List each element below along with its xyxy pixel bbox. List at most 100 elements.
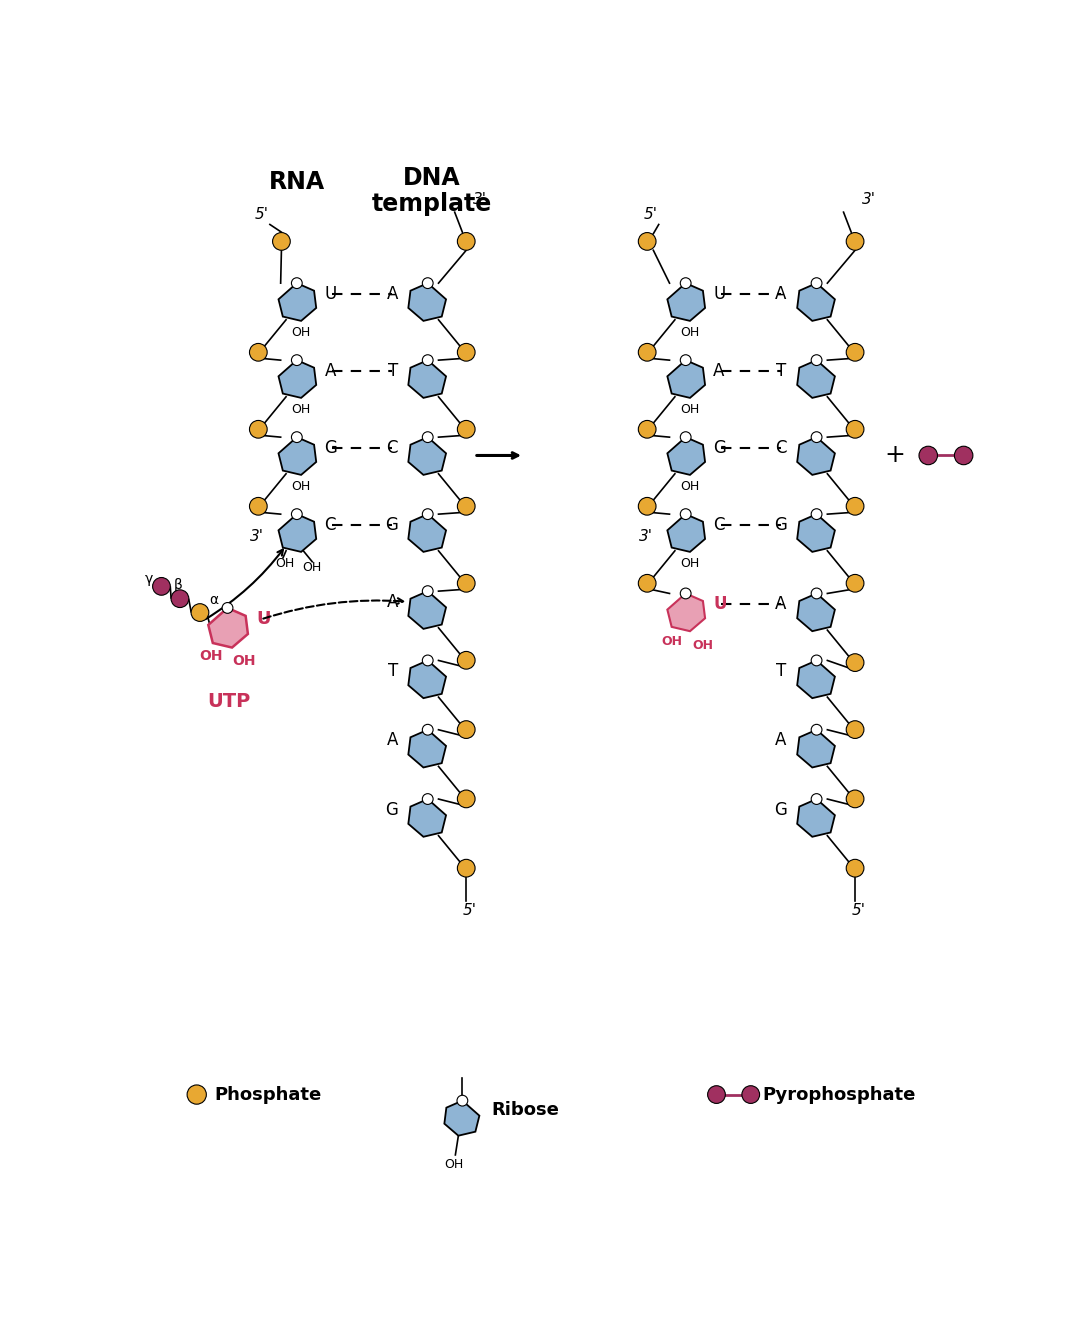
Circle shape — [680, 355, 691, 365]
Circle shape — [291, 278, 302, 289]
Circle shape — [811, 278, 822, 289]
Circle shape — [846, 498, 864, 515]
Circle shape — [458, 789, 475, 808]
Text: +: + — [885, 443, 906, 467]
Polygon shape — [409, 514, 446, 551]
Polygon shape — [409, 661, 446, 698]
Text: T: T — [388, 361, 398, 380]
Text: OH: OH — [680, 403, 699, 416]
Text: G: G — [325, 439, 337, 456]
Text: T: T — [776, 662, 787, 680]
Text: RNA: RNA — [269, 170, 325, 194]
Polygon shape — [279, 284, 316, 321]
Circle shape — [422, 793, 433, 804]
Circle shape — [458, 233, 475, 250]
Circle shape — [639, 344, 656, 361]
Text: DNA: DNA — [403, 166, 460, 190]
Circle shape — [846, 574, 864, 593]
Text: U: U — [256, 610, 270, 629]
Text: OH: OH — [276, 557, 295, 570]
Polygon shape — [279, 360, 316, 397]
Circle shape — [811, 589, 822, 599]
Text: G: G — [713, 439, 726, 456]
Polygon shape — [797, 284, 835, 321]
Circle shape — [458, 344, 475, 361]
Text: 3': 3' — [250, 529, 264, 543]
Text: β: β — [174, 578, 183, 591]
Text: OH: OH — [680, 480, 699, 492]
Text: OH: OH — [291, 325, 311, 339]
Text: α: α — [209, 593, 218, 607]
Circle shape — [422, 586, 433, 597]
Text: OH: OH — [233, 654, 256, 668]
Text: UTP: UTP — [207, 692, 251, 710]
Text: C: C — [775, 439, 787, 456]
Circle shape — [422, 656, 433, 666]
Polygon shape — [409, 591, 446, 629]
Circle shape — [458, 498, 475, 515]
Text: U: U — [713, 285, 726, 302]
Circle shape — [153, 578, 170, 595]
Circle shape — [171, 590, 189, 607]
Text: 3': 3' — [473, 191, 487, 206]
Circle shape — [422, 355, 433, 365]
Circle shape — [250, 420, 267, 438]
Text: OH: OH — [692, 640, 713, 652]
Text: Phosphate: Phosphate — [215, 1085, 322, 1104]
Text: G: G — [385, 515, 398, 534]
Text: OH: OH — [291, 480, 311, 492]
Circle shape — [846, 420, 864, 438]
Circle shape — [291, 432, 302, 443]
Circle shape — [811, 432, 822, 443]
Circle shape — [422, 432, 433, 443]
Polygon shape — [797, 438, 835, 475]
Text: T: T — [776, 361, 787, 380]
Polygon shape — [445, 1101, 480, 1136]
Text: Pyrophosphate: Pyrophosphate — [763, 1085, 916, 1104]
Circle shape — [846, 721, 864, 739]
Circle shape — [680, 432, 691, 443]
Text: 5': 5' — [644, 207, 658, 222]
Text: OH: OH — [291, 403, 311, 416]
Text: A: A — [387, 732, 398, 749]
Circle shape — [639, 574, 656, 593]
Polygon shape — [797, 799, 835, 836]
Circle shape — [291, 508, 302, 519]
Text: C: C — [713, 515, 725, 534]
Text: OH: OH — [680, 557, 699, 570]
Polygon shape — [667, 360, 705, 397]
Circle shape — [707, 1085, 725, 1104]
Circle shape — [458, 574, 475, 593]
Circle shape — [250, 344, 267, 361]
Circle shape — [250, 498, 267, 515]
Text: T: T — [388, 662, 398, 680]
Circle shape — [811, 508, 822, 519]
Circle shape — [457, 1096, 468, 1107]
Polygon shape — [409, 360, 446, 397]
Polygon shape — [667, 284, 705, 321]
Text: A: A — [775, 285, 787, 302]
Text: OH: OH — [680, 325, 699, 339]
Text: U: U — [713, 595, 727, 613]
Circle shape — [680, 589, 691, 599]
Polygon shape — [409, 799, 446, 836]
Circle shape — [742, 1085, 760, 1104]
Text: 3': 3' — [862, 191, 876, 206]
Circle shape — [639, 233, 656, 250]
Polygon shape — [279, 514, 316, 551]
Text: G: G — [385, 800, 398, 819]
Circle shape — [272, 233, 290, 250]
Circle shape — [811, 355, 822, 365]
Text: G: G — [774, 515, 787, 534]
Polygon shape — [797, 360, 835, 397]
Text: OH: OH — [445, 1159, 463, 1172]
Circle shape — [846, 859, 864, 876]
Circle shape — [422, 278, 433, 289]
Circle shape — [458, 859, 475, 876]
Circle shape — [222, 602, 233, 613]
Polygon shape — [797, 729, 835, 768]
Text: A: A — [775, 732, 787, 749]
Text: A: A — [713, 361, 725, 380]
Polygon shape — [409, 729, 446, 768]
Circle shape — [919, 447, 937, 464]
